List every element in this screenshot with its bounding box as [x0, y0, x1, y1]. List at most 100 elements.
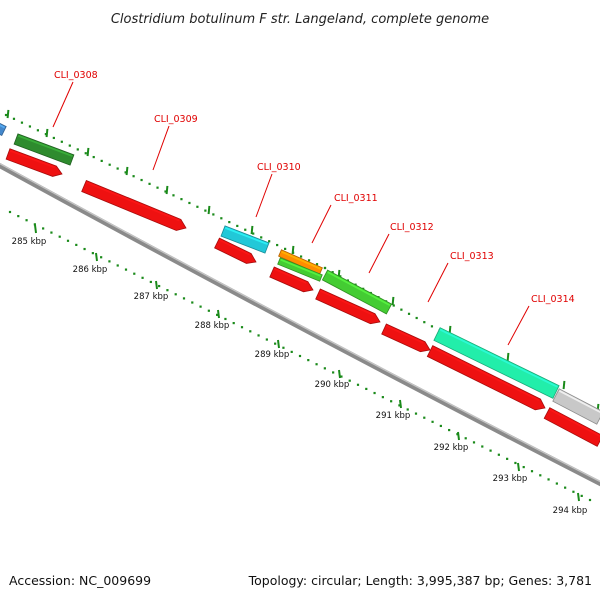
scale-dot [232, 321, 235, 325]
scale-dot [188, 201, 191, 205]
scale-dot [68, 144, 71, 147]
gene-box [277, 257, 323, 282]
gene-box [13, 133, 75, 166]
gene-label: CLI_0311 [334, 193, 378, 204]
leader-line [507, 305, 530, 346]
scale-dot [141, 276, 144, 279]
scale-dot [547, 478, 550, 481]
scale-dot [116, 264, 119, 267]
scale-tick [277, 339, 280, 349]
scale-tick [250, 225, 254, 235]
scale-dot [76, 148, 79, 151]
scale-dot [116, 167, 119, 170]
scale-dot [75, 243, 78, 247]
scale-dot [564, 486, 567, 489]
gene-arrow [426, 345, 546, 411]
scale-dot [84, 152, 87, 155]
scale-tick [562, 380, 566, 390]
scale-dot [257, 334, 260, 337]
gene-box [220, 225, 270, 254]
scale-dot [260, 236, 263, 239]
scale-dot [8, 210, 12, 214]
scale-tick [165, 185, 169, 195]
scale-dot [228, 221, 231, 224]
scale-dot [514, 461, 517, 465]
scale-dot [244, 228, 247, 231]
scale-dot [580, 494, 583, 497]
scale-dot [307, 359, 310, 362]
gene-arrow [315, 288, 381, 325]
scale-tick [577, 492, 580, 502]
scale-tick [86, 147, 90, 157]
scale-dot [25, 219, 28, 222]
backbone [0, 162, 600, 487]
gene-labels: CLI_0308 CLI_0309 CLI_0310 CLI_0311 CLI_0312… [52, 70, 575, 346]
scale-tick [291, 245, 295, 255]
leader-line [427, 262, 449, 303]
scale-dot [191, 301, 194, 304]
scale-dot [340, 375, 343, 378]
scale-tick [338, 369, 341, 379]
scale-dot [392, 304, 395, 307]
scale-label: 291 kbp [376, 411, 411, 421]
scale-dot [166, 289, 169, 292]
scale-dot [331, 271, 334, 274]
scale-tick [34, 224, 37, 234]
leader-line [255, 173, 273, 218]
scale-tick [399, 399, 402, 409]
scale-dot [180, 198, 183, 201]
scale-dot [42, 227, 45, 230]
scale-tick [6, 109, 10, 119]
scale-label: 289 kbp [255, 350, 290, 360]
scale-dot [415, 316, 418, 320]
gene-label: CLI_0308 [54, 70, 98, 81]
scale-dot [252, 232, 255, 235]
map-title: Clostridium botulinum F str. Langeland, … [111, 12, 489, 27]
scale-dot [60, 140, 63, 143]
scale-dot [356, 383, 360, 386]
scale-dot [431, 420, 434, 423]
scale-dot [284, 247, 287, 250]
scale-dot [348, 379, 351, 382]
scale-dot [100, 159, 103, 162]
scale-dot [240, 326, 244, 329]
scale-dot [220, 217, 223, 220]
scale-dot [268, 240, 271, 243]
gene-arrow [81, 179, 187, 231]
scale-dot [298, 354, 302, 358]
scale-dot [58, 235, 61, 238]
accession-text: Accession: NC_009699 [9, 573, 152, 588]
scale-dot [92, 155, 95, 159]
scale-dot [497, 453, 500, 456]
scale-dot [50, 231, 53, 234]
scale-dot [132, 175, 135, 178]
topology-text: Topology: circular; Length: 3,995,387 bp… [248, 573, 592, 588]
scale-dot [299, 255, 303, 258]
scale-dot [522, 465, 525, 469]
scale-dot [140, 178, 143, 182]
scale-dot [588, 498, 592, 502]
scale-dot [390, 400, 393, 403]
scale-dot [149, 280, 152, 284]
scale-dot [539, 474, 542, 477]
scale-tick [391, 296, 395, 306]
gene-label: CLI_0310 [257, 162, 301, 173]
scale-dot [315, 263, 319, 266]
gene-box [0, 122, 7, 137]
scale-tick [155, 280, 158, 290]
scale-dot [307, 259, 311, 262]
scale-tick [45, 128, 49, 138]
scale-dot [323, 266, 327, 270]
scale-dot [224, 317, 227, 321]
gene-box [433, 327, 560, 399]
gene-label: CLI_0314 [531, 294, 575, 305]
scale-dot [481, 445, 484, 448]
scale-dot [124, 171, 127, 174]
scale-dot [204, 209, 207, 212]
scale-dot [20, 121, 24, 124]
scale-dot [290, 350, 293, 353]
scale-dot [555, 482, 558, 485]
scale-dot [407, 312, 411, 315]
scale-dot [315, 363, 318, 366]
gene-arrow [5, 148, 63, 177]
